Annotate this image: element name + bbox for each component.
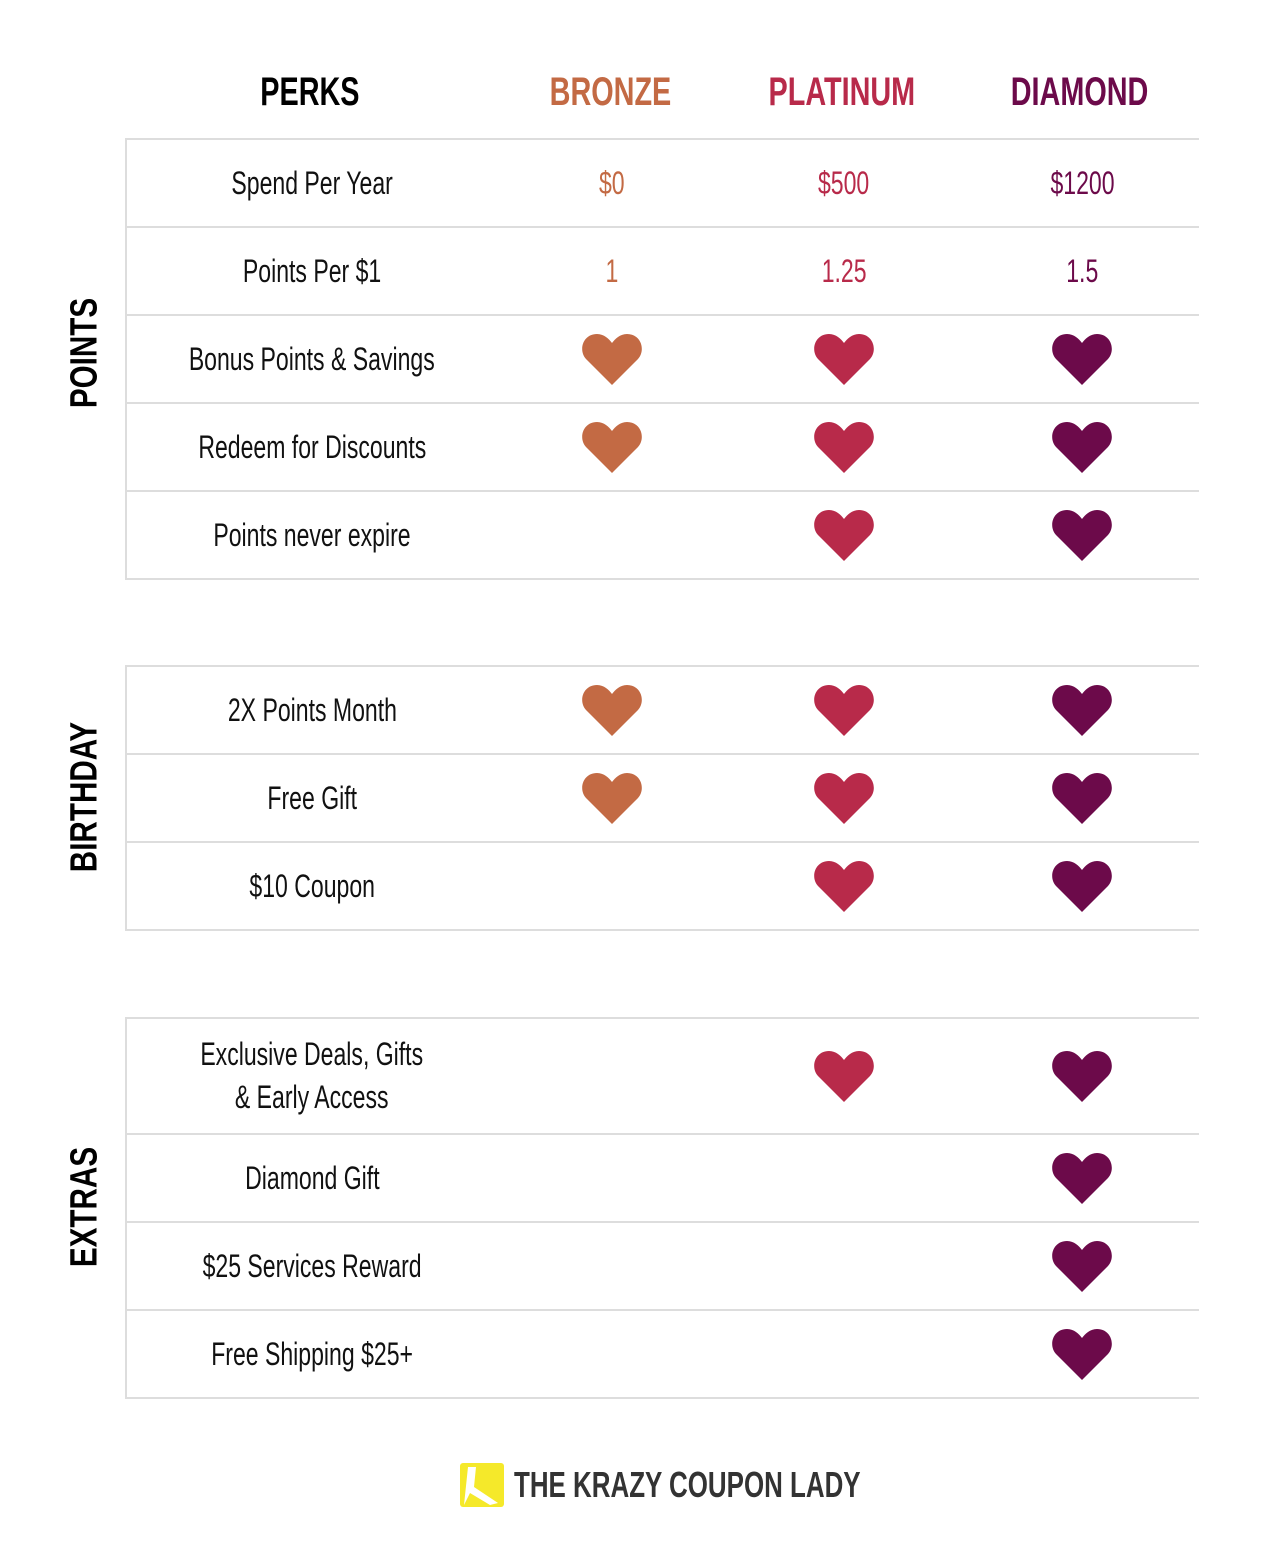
table-row: $25 Services Reward xyxy=(127,1223,1199,1311)
bronze-value: $0 xyxy=(599,164,625,201)
table-row: Bonus Points & Savings xyxy=(127,316,1199,404)
perk-label: Free Gift xyxy=(267,779,357,816)
perk-label: Exclusive Deals, Gifts & Early Access xyxy=(200,1036,424,1115)
perk-label: Spend Per Year xyxy=(231,164,393,201)
section-label: POINTS xyxy=(63,297,106,409)
section-birthday: 2X Points Month Free Gift $10 Coupon xyxy=(125,665,1199,931)
bronze-value: 1 xyxy=(605,252,619,289)
diamond-heart-icon xyxy=(982,1223,1182,1309)
section-label: BIRTHDAY xyxy=(63,721,106,873)
platinum-heart-icon xyxy=(744,755,944,841)
perk-label: $10 Coupon xyxy=(249,867,375,904)
perks-header: PERKS xyxy=(260,70,360,114)
diamond-heart-icon xyxy=(982,404,1182,490)
bronze-heart-icon xyxy=(512,667,712,753)
diamond-heart-icon xyxy=(982,1019,1182,1133)
platinum-heart-icon xyxy=(744,843,944,929)
perk-label: Free Shipping $25+ xyxy=(211,1335,413,1372)
platinum-value: $500 xyxy=(818,164,870,201)
diamond-value: 1.5 xyxy=(1065,252,1099,289)
diamond-heart-icon xyxy=(982,667,1182,753)
brand-logo: THE KRAZY COUPON LADY xyxy=(460,1463,995,1507)
platinum-heart-icon xyxy=(744,492,944,578)
section-extras: Exclusive Deals, Gifts & Early Access Diam… xyxy=(125,1017,1199,1399)
perk-label: Diamond Gift xyxy=(244,1159,380,1196)
platinum-header: PLATINUM xyxy=(768,70,916,114)
diamond-value: $1200 xyxy=(1049,164,1115,201)
diamond-heart-icon xyxy=(982,755,1182,841)
brand-name: THE KRAZY COUPON LADY xyxy=(514,1464,861,1505)
table-row: $10 Coupon xyxy=(127,843,1199,931)
perk-label: Points never expire xyxy=(213,516,411,553)
diamond-heart-icon xyxy=(982,843,1182,929)
bronze-header: BRONZE xyxy=(549,70,671,114)
diamond-heart-icon xyxy=(982,316,1182,402)
table-row: Spend Per Year $0 $500 $1200 xyxy=(127,138,1199,228)
perk-label: Bonus Points & Savings xyxy=(189,340,435,377)
platinum-heart-icon xyxy=(744,316,944,402)
table-row: Free Gift xyxy=(127,755,1199,843)
bronze-heart-icon xyxy=(512,404,712,490)
table-row: Redeem for Discounts xyxy=(127,404,1199,492)
perk-label: 2X Points Month xyxy=(227,691,397,728)
platinum-value: 1.25 xyxy=(821,252,867,289)
bronze-heart-icon xyxy=(512,316,712,402)
section-label: EXTRAS xyxy=(63,1146,106,1268)
platinum-heart-icon xyxy=(744,667,944,753)
perk-label: Points Per $1 xyxy=(242,252,382,289)
table-row: 2X Points Month xyxy=(127,665,1199,755)
perk-label: Redeem for Discounts xyxy=(198,428,426,465)
table-row: Free Shipping $25+ xyxy=(127,1311,1199,1399)
platinum-heart-icon xyxy=(744,404,944,490)
table-row: Points never expire xyxy=(127,492,1199,580)
logo-k-icon xyxy=(460,1463,504,1507)
diamond-heart-icon xyxy=(982,1135,1182,1221)
diamond-heart-icon xyxy=(982,1311,1182,1397)
section-points: Spend Per Year $0 $500 $1200 Points Per $1 1 1… xyxy=(125,138,1199,580)
diamond-header: DIAMOND xyxy=(1011,70,1149,114)
perk-label: $25 Services Reward xyxy=(202,1247,422,1284)
table-row: Diamond Gift xyxy=(127,1135,1199,1223)
bronze-heart-icon xyxy=(512,755,712,841)
platinum-heart-icon xyxy=(744,1019,944,1133)
table-row: Points Per $1 1 1.25 1.5 xyxy=(127,228,1199,316)
diamond-heart-icon xyxy=(982,492,1182,578)
table-row: Exclusive Deals, Gifts & Early Access xyxy=(127,1017,1199,1135)
